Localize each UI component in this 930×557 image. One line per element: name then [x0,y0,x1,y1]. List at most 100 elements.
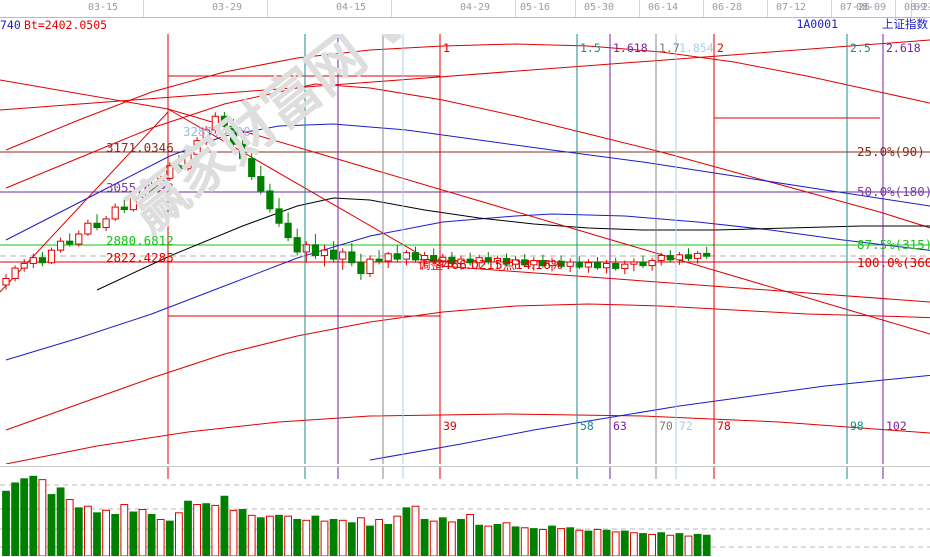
candle-body [257,176,265,192]
volume-bar [93,512,101,556]
volume-bar [347,522,356,556]
candle-body [202,129,210,142]
candle-body [184,153,192,170]
volume-bar [475,524,484,556]
volume-bar [702,534,711,556]
volume-bar [229,509,238,556]
volume-chart-pane[interactable] [0,466,930,557]
candle-body [593,262,602,269]
candle-body [193,140,201,155]
volume-bar [357,517,365,556]
date-tick-label: 07-26 [839,2,871,13]
black-ma-line [96,197,930,291]
volume-bar [220,495,229,556]
volume-bar [630,532,638,556]
volume-bar [666,534,675,556]
volume-bar [520,527,529,556]
candle-body [584,262,592,268]
volume-bar [602,529,611,556]
candle-body [530,260,538,266]
volume-bar [657,532,666,556]
candle-body [220,115,229,127]
candle-body [111,206,119,220]
upper-envelope-line [5,43,930,151]
candle-body [211,115,219,131]
volume-bar [284,515,293,556]
volume-bar [611,531,620,556]
volume-bar [156,518,165,556]
candle-body [229,125,238,145]
date-tick-separator [267,0,268,17]
volume-bar [639,533,647,556]
volume-bar [56,487,65,556]
candle-body [466,258,474,264]
candle-body [11,267,19,280]
high-anchor-label: 3289.4590 [183,124,251,139]
volume-bar [529,528,538,556]
date-tick-label: 06-28 [711,2,743,13]
bt-value-label: Bt=2402.0505 [24,18,108,32]
price-chart-pane[interactable]: 3171.0346 3055.4392 2880.6812 2822.4285 3289… [0,34,930,464]
price-box-rect [167,75,441,317]
candle-body [684,254,693,259]
date-tick-separator [911,0,912,17]
candle-body [275,208,283,224]
candle-body [512,259,520,265]
volume-bar [457,518,465,556]
candle-body [448,256,456,264]
volume-bar [275,514,283,556]
volume-bar [311,515,320,556]
fib-level-label: 87.5%(315) [857,237,930,252]
date-axis: 03-15 03-29 04-15 04-29 05-16 05-30 06-14 06-28… [0,0,930,18]
price-level-label: 2822.4285 [106,250,174,265]
date-tick-separator [767,0,768,17]
volume-bar [38,479,47,556]
volume-bar [184,500,192,556]
volume-bar [684,535,693,556]
trend-line [439,265,930,303]
price-level-label: 3171.0346 [106,140,174,155]
volume-bar [402,507,411,556]
candle-body [566,261,574,267]
candle-body [348,251,356,264]
symbol-code-label[interactable]: 1A0001 [796,17,838,31]
date-tick-label: 05-30 [583,2,615,13]
volume-bar [438,517,447,556]
volume-bar [202,503,211,556]
time-cycle-bottom-label: 39 [443,419,457,433]
volume-bar [584,530,593,556]
trend-line [0,79,169,110]
volume-bar [147,514,156,556]
volume-bar [484,525,493,556]
candle-body [493,257,501,263]
blue-rising-arc [369,374,930,461]
candle-body [648,260,656,267]
volume-bar [466,514,475,556]
date-tick-label: 03-15 [87,2,119,13]
candle-body [29,257,37,264]
date-tick-label: 08-23 [903,2,930,13]
volume-chart-svg [0,467,930,556]
candle-body [120,206,128,211]
trend-line [167,108,930,335]
trend-line [167,108,441,267]
candle-body [75,233,83,245]
candle-body [657,255,665,262]
candle-body [557,260,565,267]
time-cycle-top-label: 1.5 [580,41,601,55]
volume-bar [375,518,384,556]
candle-body [603,262,611,269]
date-tick-label: 04-15 [335,2,367,13]
volume-bar [575,529,584,556]
volume-bar [2,490,10,556]
bar-count-label: 740 [0,18,21,32]
candle-body [666,255,674,261]
symbol-name-label[interactable]: 上证指数 [882,17,928,31]
volume-bar [138,509,147,556]
volume-bar [548,525,556,556]
candle-body [138,186,147,198]
bottom-arc-line [5,413,930,464]
candle-body [411,252,420,261]
candle-body [84,222,92,235]
